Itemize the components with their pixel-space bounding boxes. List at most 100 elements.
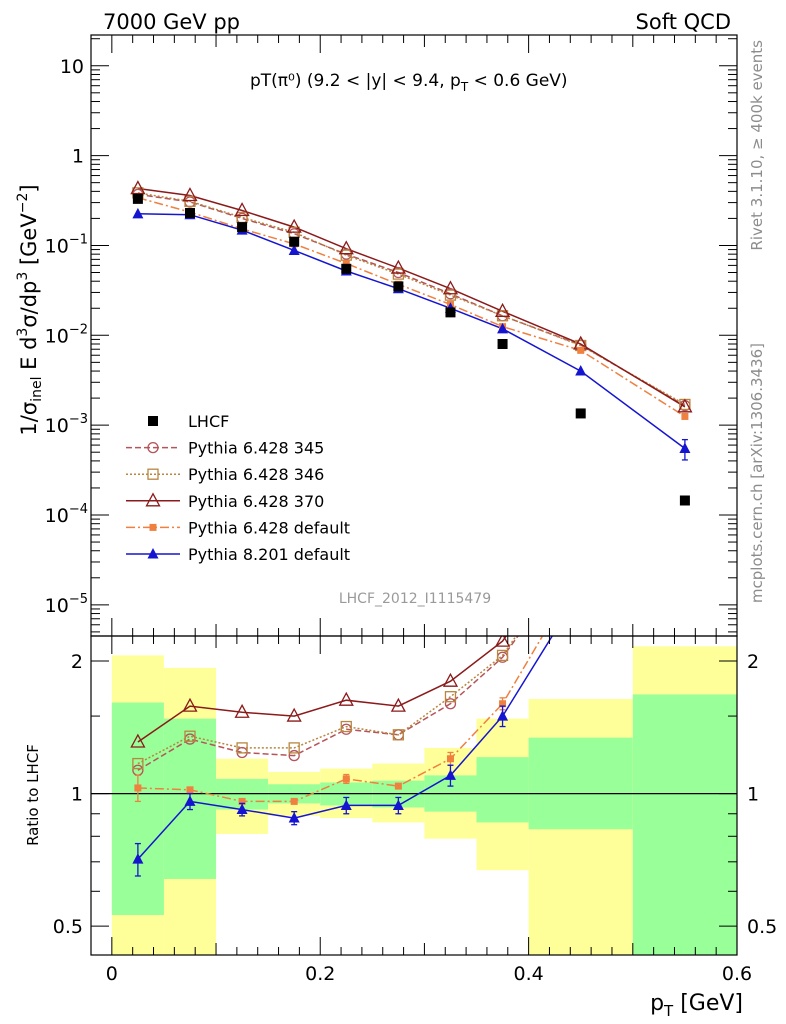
- series-point-p370: [286, 218, 302, 233]
- inner-band: [476, 757, 529, 823]
- series-point-p346: [444, 289, 457, 301]
- main-y-axis-label: 1/σinel E d3σ/dp3 [GeV−2]: [15, 184, 45, 435]
- ratio-x-axis-ticks: 0 0.2 0.4 0.6: [106, 636, 752, 985]
- series-point-p370: [677, 398, 693, 413]
- series-point-p370: [182, 187, 198, 202]
- legend-label: Pythia 6.428 346: [188, 465, 324, 484]
- ratio-point-p346: [184, 730, 196, 742]
- header-category-label: Soft QCD: [636, 10, 731, 34]
- lhcf-data-point: [341, 263, 352, 274]
- lhcf-data-point: [679, 495, 690, 506]
- y-tick-label: 1: [72, 146, 84, 168]
- series-line-p370: [137, 187, 686, 408]
- ratio-point-p8def: [288, 812, 300, 823]
- ratio-series-lines: [137, 636, 554, 860]
- legend-label: LHCF: [188, 412, 229, 431]
- ratio-point-p345: [444, 698, 457, 710]
- ratio-point-p370: [286, 707, 302, 722]
- series-line-p346: [137, 192, 686, 406]
- ratio-point-p370: [442, 672, 459, 687]
- series-line-p6def: [137, 196, 686, 418]
- legend-marker: [145, 492, 161, 507]
- ratio-point-p6def: [290, 797, 298, 805]
- lhcf-data-point: [132, 193, 143, 204]
- x-axis-label: pT [GeV]: [650, 991, 743, 1020]
- x-tick-label: 0.6: [722, 963, 752, 985]
- ratio-panel: 0.5 0.5 1 1 2 2 0 0.2 0.4 0.6 Ratio to LHCF pT […: [24, 635, 777, 1020]
- legend-marker: [149, 523, 157, 531]
- ratio-series-markers: [130, 636, 511, 877]
- ratio-point-p8def: [184, 795, 196, 806]
- series-point-p8def: [679, 442, 691, 453]
- main-y-axis-ticks: 10 1 10−1 10−2 10−3 10−4 10−5: [45, 38, 737, 633]
- legend-label: Pythia 8.201 default: [188, 545, 350, 564]
- legend: LHCF Pythia 6.428 345 Pythia 6.428 346 Pyth…: [126, 412, 350, 564]
- legend-entry-p6def: Pythia 6.428 default: [126, 518, 350, 537]
- ratio-point-p8def: [132, 853, 144, 864]
- ratio-line-p346: [137, 636, 518, 765]
- y-tick-label: 10−2: [45, 322, 88, 347]
- series-point-p6def: [342, 259, 350, 267]
- series-point-p370: [494, 302, 511, 317]
- ratio-y-axis-label: Ratio to LHCF: [24, 744, 42, 846]
- legend-marker: [147, 548, 159, 559]
- ratio-point-p8def: [236, 803, 248, 815]
- series-point-p370: [338, 240, 354, 255]
- inner-band: [111, 702, 164, 916]
- legend-entry-p346: Pythia 6.428 346: [126, 465, 324, 484]
- ratio-point-p6def: [186, 786, 194, 794]
- series-point-p8def: [575, 365, 587, 376]
- series-point-p8def: [497, 322, 509, 334]
- ratio-point-p370: [390, 697, 406, 712]
- series-point-p346: [184, 195, 196, 207]
- lhcf-data-point: [184, 207, 195, 218]
- ratio-y-tick-label: 1: [71, 784, 83, 806]
- series-line-p8def: [137, 213, 686, 450]
- ratio-point-p370: [182, 697, 198, 712]
- x-tick-label: 0.4: [514, 963, 544, 985]
- ratio-plot-frame: [90, 635, 738, 956]
- series-point-p346: [392, 268, 405, 280]
- rivet-version-label: Rivet 3.1.10, ≥ 400k events: [748, 40, 766, 251]
- y-tick-label: 10−5: [45, 592, 88, 617]
- legend-entry-p370: Pythia 6.428 370: [126, 492, 324, 511]
- series-point-p6def: [681, 412, 689, 420]
- plot-title-main: pT(π⁰) (9.2 < |y| < 9.4, p: [250, 71, 461, 91]
- lhcf-data-point: [289, 236, 300, 247]
- ratio-point-p8def: [444, 769, 456, 780]
- series-point-p6def: [577, 346, 585, 354]
- y-tick-label: 10−4: [45, 502, 88, 527]
- main-panel: 10 1 10−1 10−2 10−3 10−4 10−5 pT(π⁰) (9.2 < |y…: [15, 34, 738, 637]
- legend-marker: [147, 441, 159, 454]
- ratio-line-p370: [137, 636, 508, 743]
- ratio-line-p6def: [137, 636, 544, 803]
- series-point-p8def: [288, 244, 300, 255]
- lhcf-data-points: [132, 193, 690, 506]
- ratio-point-p370: [130, 733, 146, 748]
- legend-label: Pythia 6.428 default: [188, 518, 350, 537]
- legend-entry-data: LHCF: [148, 412, 229, 431]
- inner-band: [528, 737, 633, 830]
- ratio-point-p345: [288, 749, 300, 762]
- series-point-p8def: [132, 207, 144, 219]
- ratio-point-p8def: [392, 799, 404, 810]
- legend-entry-p8def: Pythia 8.201 default: [126, 545, 350, 564]
- uncertainty-bands: [111, 646, 737, 955]
- main-x-axis-ticks: [111, 35, 738, 636]
- y-tick-label: 10−3: [45, 412, 88, 437]
- series-point-p370: [390, 259, 406, 274]
- ratio-point-p346: [236, 742, 248, 754]
- ratio-point-p346: [496, 649, 509, 662]
- analysis-watermark: LHCF_2012_I1115479: [339, 591, 491, 607]
- ratio-point-p8def: [497, 710, 509, 721]
- ratio-point-p370: [234, 703, 250, 718]
- lhcf-data-point: [393, 281, 404, 292]
- ratio-point-p346: [132, 757, 144, 770]
- plot-title-subscript: T: [460, 80, 469, 94]
- ratio-point-p370: [494, 636, 511, 647]
- lhcf-data-point: [237, 222, 248, 233]
- y-tick-label: 10−1: [45, 232, 88, 257]
- plot-title-end: < 0.6 GeV): [468, 71, 567, 91]
- lhcf-data-point: [575, 408, 586, 419]
